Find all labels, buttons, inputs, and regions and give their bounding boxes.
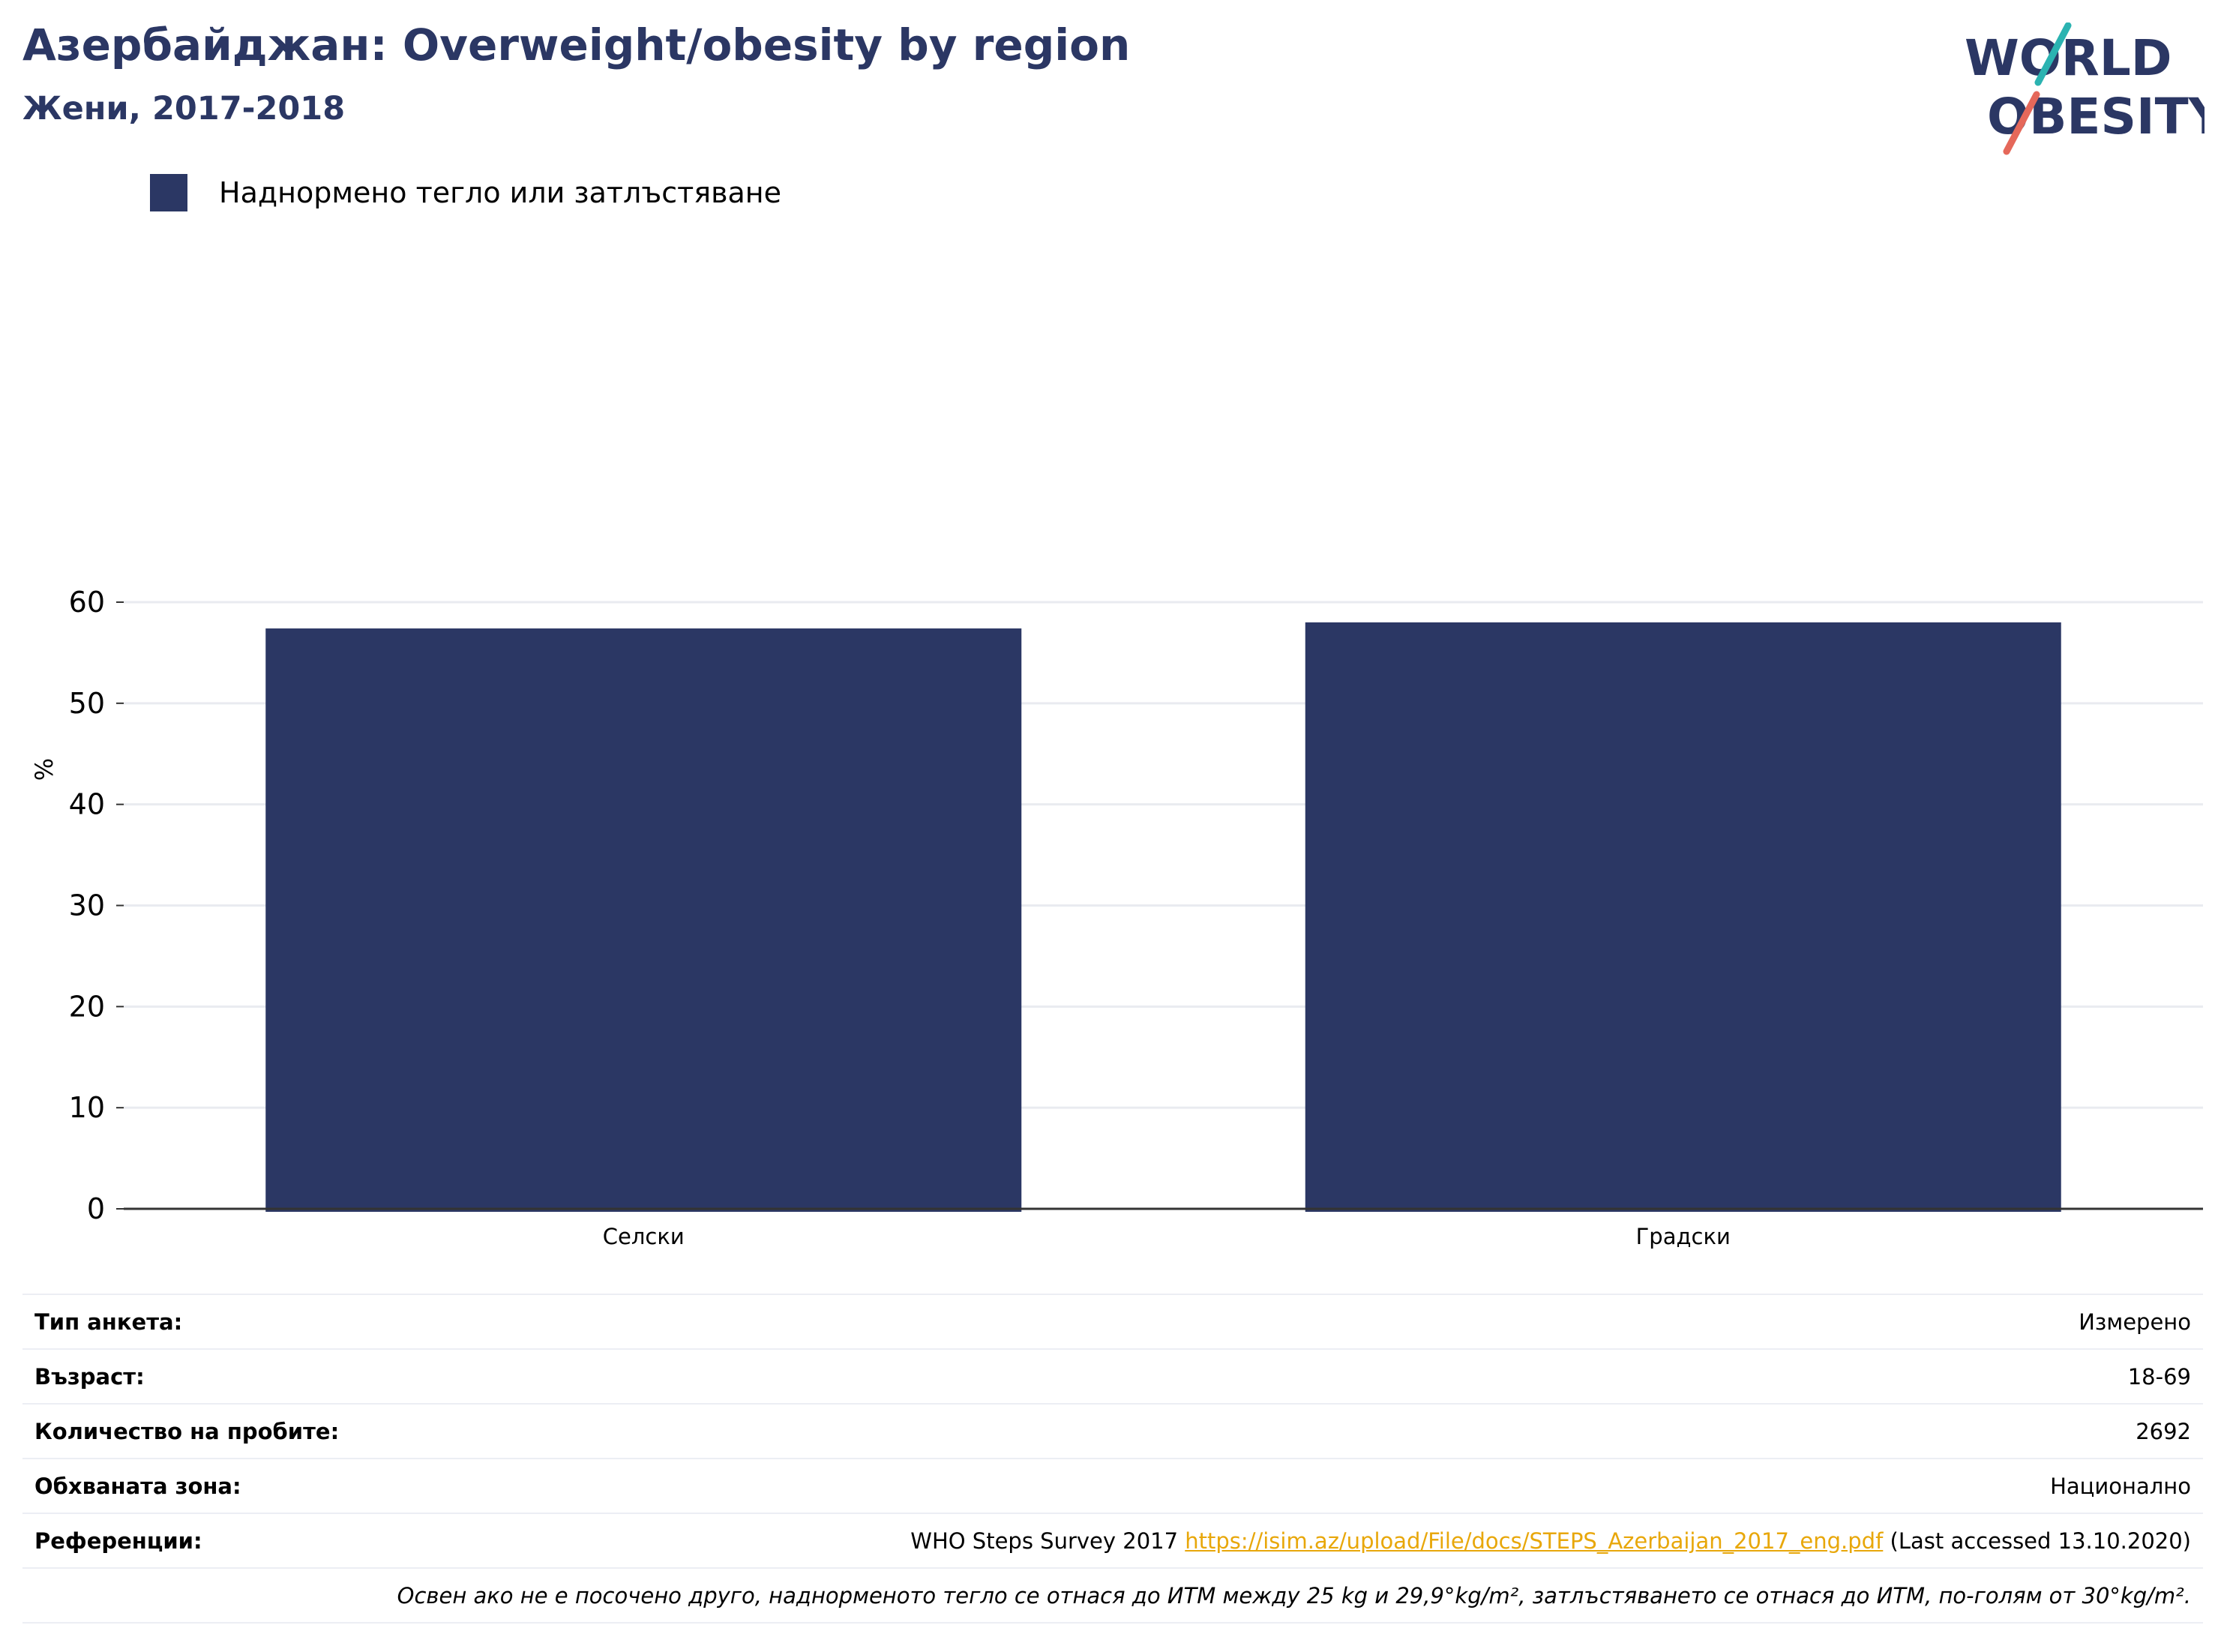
references-value: WHO Steps Survey 2017 https://isim.az/up… [461, 1513, 2203, 1568]
y-tick-label: 50 [69, 687, 105, 720]
row-survey-type: Тип анкета: Измерено [22, 1294, 2203, 1349]
references-label: Референции: [22, 1513, 462, 1568]
y-tick-label: 20 [69, 990, 105, 1023]
footnote: Освен ако не е посочено друго, наднормен… [22, 1567, 2203, 1624]
row-sample-size: Количество на пробите: 2692 [22, 1403, 2203, 1459]
x-axis-ticks: Селски Градски [603, 1224, 1731, 1249]
row-footnote: Освен ако не е посочено друго, наднормен… [22, 1567, 2203, 1624]
sample-size-value: 2692 [461, 1403, 2203, 1459]
coverage-label: Обхваната зона: [22, 1458, 462, 1513]
logo-slash-teal [2034, 22, 2072, 86]
legend: Наднормено тегло или затлъстяване [150, 174, 781, 211]
coverage-value: Национално [461, 1458, 2203, 1513]
chart-title: Азербайджан: Overweight/obesity by regio… [22, 19, 1131, 70]
row-coverage: Обхваната зона: Национално [22, 1458, 2203, 1513]
references-prefix: WHO Steps Survey 2017 [910, 1528, 1185, 1554]
bars [265, 622, 2061, 1212]
x-tick-label: Селски [603, 1224, 685, 1249]
x-tick-label: Градски [1636, 1224, 1731, 1249]
references-link[interactable]: https://isim.az/upload/File/docs/STEPS_A… [1185, 1528, 1884, 1554]
bar-2[interactable] [1305, 622, 2061, 1212]
age-label: Възраст: [22, 1348, 462, 1404]
y-tick-label: 0 [87, 1192, 105, 1225]
sample-size-label: Количество на пробите: [22, 1403, 462, 1459]
survey-type-value: Измерено [461, 1294, 2203, 1349]
survey-type-label: Тип анкета: [22, 1294, 462, 1349]
y-tick-label: 40 [69, 788, 105, 821]
bar-chart: 0 10 20 30 40 50 60 % Селски Градски [30, 586, 2203, 1249]
legend-swatch [150, 174, 187, 211]
row-age: Възраст: 18-69 [22, 1348, 2203, 1404]
references-suffix: (Last accessed 13.10.2020) [1883, 1528, 2192, 1554]
logo-slash-coral [2003, 91, 2040, 155]
bar-1[interactable] [265, 628, 1022, 1212]
y-axis-label: % [30, 758, 58, 781]
logo-text-obesity: OBESITY [1987, 88, 2205, 145]
y-tick-label: 60 [69, 586, 105, 619]
row-references: Референции: WHO Steps Survey 2017 https:… [22, 1513, 2203, 1568]
legend-label: Наднормено тегло или затлъстяване [219, 176, 781, 209]
survey-info-table: Тип анкета: Измерено Възраст: 18-69 Коли… [22, 1294, 2203, 1624]
chart-subtitle: Жени, 2017-2018 [22, 90, 346, 127]
y-tick-label: 30 [69, 889, 105, 922]
world-obesity-logo: WORLD OBESITY [1965, 22, 2205, 155]
logo-text-world: WORLD [1965, 29, 2172, 87]
y-axis-ticks: 0 10 20 30 40 50 60 [69, 586, 124, 1225]
age-value: 18-69 [461, 1348, 2203, 1404]
y-tick-label: 10 [69, 1091, 105, 1124]
